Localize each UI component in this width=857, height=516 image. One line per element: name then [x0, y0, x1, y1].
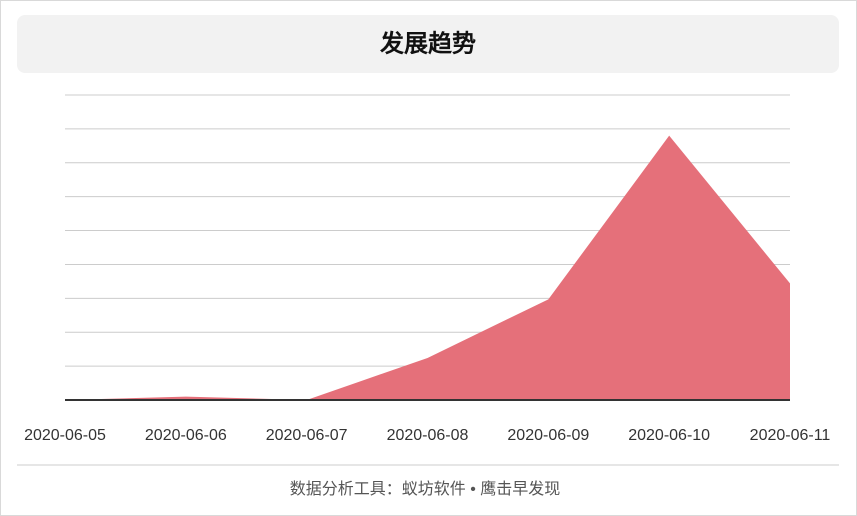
title-box — [17, 15, 839, 73]
area — [65, 135, 790, 400]
x-tick-label: 2020-06-09 — [507, 427, 589, 444]
x-tick-label: 2020-06-08 — [387, 427, 469, 444]
footer: 数据分析工具：蚁坊软件 • 鹰击早发现 — [290, 480, 561, 498]
chart-title: 发展趋势 — [379, 29, 476, 57]
x-tick-label: 2020-06-05 — [24, 427, 106, 444]
x-tick-label: 2020-06-11 — [750, 427, 831, 444]
x-tick-label: 2020-06-06 — [145, 427, 227, 444]
x-tick-label: 2020-06-07 — [266, 427, 348, 444]
x-tick-label: 2020-06-10 — [628, 427, 710, 444]
